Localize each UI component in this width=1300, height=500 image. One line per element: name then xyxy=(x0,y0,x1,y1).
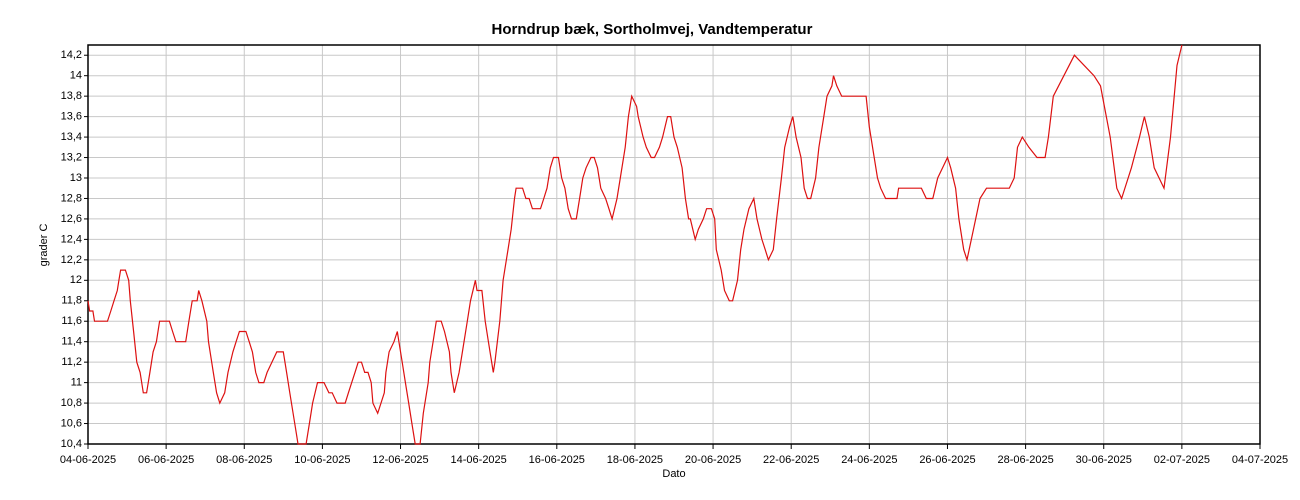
x-tick-label: 28-06-2025 xyxy=(997,454,1053,466)
x-axis-label: Dato xyxy=(662,468,685,480)
x-tick-label: 26-06-2025 xyxy=(919,454,975,466)
y-tick-label: 11,6 xyxy=(61,315,82,327)
plot-area xyxy=(88,45,1260,444)
y-tick-label: 10,4 xyxy=(61,438,82,450)
x-tick-label: 24-06-2025 xyxy=(841,454,897,466)
y-axis-label: grader C xyxy=(38,224,50,267)
x-tick-label: 10-06-2025 xyxy=(294,454,350,466)
plot-frame xyxy=(87,44,1261,445)
y-tick-label: 14 xyxy=(70,70,82,82)
x-tick-label: 04-06-2025 xyxy=(60,454,116,466)
x-tick-label: 22-06-2025 xyxy=(763,454,819,466)
y-tick-label: 11 xyxy=(71,377,82,389)
data-line xyxy=(87,44,1183,445)
y-tick-label: 13,4 xyxy=(61,131,82,143)
x-tick-label: 20-06-2025 xyxy=(685,454,741,466)
x-tick-label: 16-06-2025 xyxy=(529,454,585,466)
x-tick-label: 30-06-2025 xyxy=(1076,454,1132,466)
y-tick-label: 12 xyxy=(70,274,82,286)
y-tick-label: 10,6 xyxy=(61,417,82,429)
y-tick-label: 14,2 xyxy=(61,49,82,61)
x-tick-label: 12-06-2025 xyxy=(372,454,428,466)
y-tick-label: 12,8 xyxy=(61,192,82,204)
y-tick-label: 13,8 xyxy=(61,90,82,102)
y-tick-label: 11,2 xyxy=(61,356,82,368)
y-tick-label: 13 xyxy=(70,172,82,184)
y-tick-label: 12,6 xyxy=(61,213,82,225)
x-tick-label: 08-06-2025 xyxy=(216,454,272,466)
y-tick-label: 11,4 xyxy=(61,336,82,348)
x-tick-label: 14-06-2025 xyxy=(451,454,507,466)
x-tick-label: 06-06-2025 xyxy=(138,454,194,466)
y-tick-label: 10,8 xyxy=(61,397,82,409)
x-tick-label: 02-07-2025 xyxy=(1154,454,1210,466)
x-tick-label: 04-07-2025 xyxy=(1232,454,1288,466)
y-tick-label: 12,2 xyxy=(61,254,82,266)
x-tick-label: 18-06-2025 xyxy=(607,454,663,466)
y-tick-label: 13,2 xyxy=(61,151,82,163)
y-tick-label: 13,6 xyxy=(61,111,82,123)
y-tick-label: 11,8 xyxy=(61,295,82,307)
y-tick-label: 12,4 xyxy=(61,233,82,245)
chart-title: Horndrup bæk, Sortholmvej, Vandtemperatu… xyxy=(492,21,813,38)
